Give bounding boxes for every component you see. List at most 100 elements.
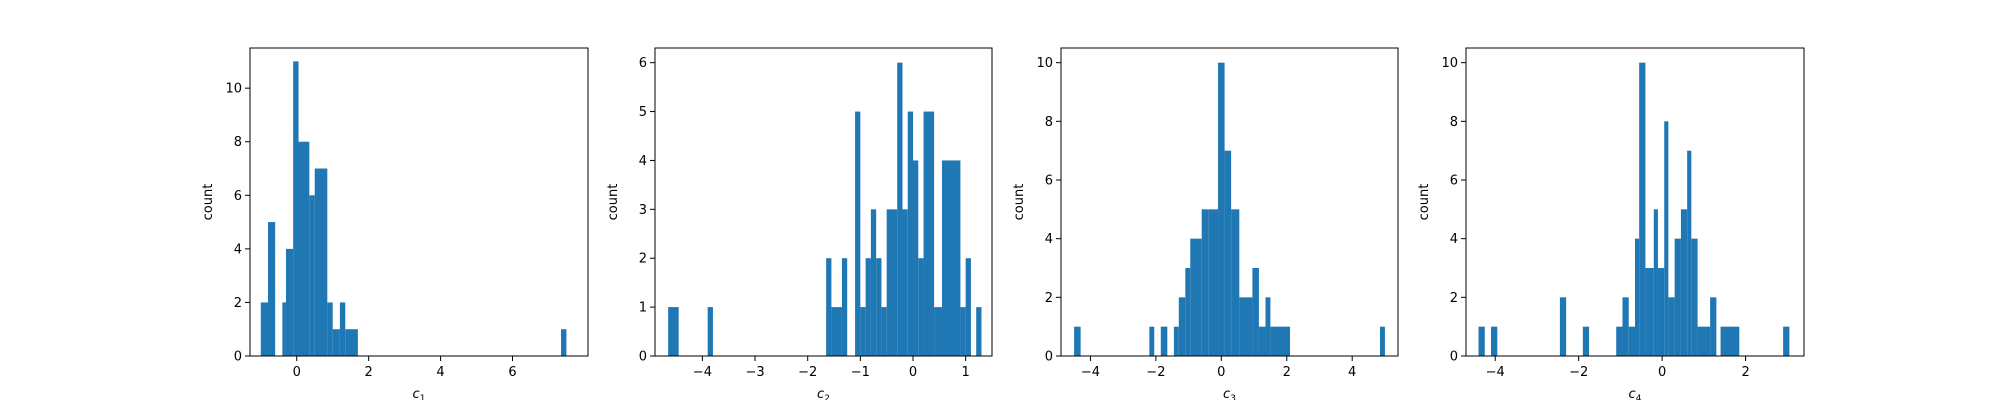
histogram-bar — [1231, 209, 1240, 356]
x-tick-label: 0 — [1217, 365, 1225, 380]
x-tick-label: −4 — [1486, 365, 1505, 380]
histogram-bar — [1074, 326, 1081, 356]
histogram-bar — [260, 302, 268, 356]
y-axis-label: count — [606, 184, 621, 221]
histogram-bar — [1252, 268, 1259, 356]
axes-frame — [249, 47, 589, 357]
y-axis-label: count — [201, 184, 216, 221]
histogram-bar — [923, 111, 935, 356]
histogram-bar — [976, 307, 982, 356]
histogram-bar — [1664, 121, 1669, 356]
histogram-bar — [1178, 297, 1186, 356]
histogram-bar — [897, 62, 903, 357]
x-axis-label-subscript: 1 — [420, 394, 426, 400]
y-tick-label: 10 — [1441, 56, 1458, 71]
histogram-bar — [267, 222, 276, 356]
histogram-bar — [282, 302, 286, 356]
histogram-bar — [1149, 326, 1155, 356]
y-tick-label: 6 — [1045, 174, 1053, 189]
y-tick-label: 2 — [1450, 291, 1458, 306]
histogram-bar — [1201, 209, 1209, 356]
histogram-bar — [1160, 326, 1168, 356]
histogram-bar — [881, 307, 887, 356]
histogram-bar — [1657, 268, 1665, 356]
x-tick-label: −2 — [798, 365, 817, 380]
histogram-bar — [1622, 297, 1629, 356]
histogram-bar — [345, 329, 358, 356]
y-tick-label: 6 — [639, 56, 647, 71]
y-tick-label: 3 — [639, 203, 647, 218]
x-tick-label: −1 — [851, 365, 870, 380]
y-axis-label: count — [1417, 184, 1432, 221]
histogram-bar — [1783, 326, 1790, 356]
y-tick-label: 4 — [234, 242, 242, 257]
histogram-bar — [1674, 238, 1681, 356]
y-tick-label: 2 — [1045, 291, 1053, 306]
x-axis-label-subscript: 4 — [1636, 394, 1642, 400]
histogram-bar — [1218, 62, 1225, 357]
axes-frame — [1060, 47, 1399, 357]
histogram-bar — [1559, 297, 1567, 356]
histogram-bar — [1635, 238, 1640, 356]
y-tick-label: 4 — [1450, 232, 1458, 247]
histogram-bar — [1491, 326, 1498, 356]
histogram-bar — [1478, 326, 1485, 356]
x-tick-label: 6 — [508, 365, 516, 380]
y-tick-label: 6 — [234, 189, 242, 204]
histogram-bar — [1687, 150, 1692, 356]
y-tick-label: 4 — [1045, 232, 1053, 247]
histogram-bar — [902, 209, 908, 356]
x-axis-label-subscript: 2 — [824, 394, 830, 400]
y-tick-label: 0 — [234, 350, 242, 365]
histogram-bar — [965, 258, 971, 356]
histogram-bar — [293, 61, 299, 356]
histogram-bar — [886, 209, 898, 356]
histogram-bar — [1582, 326, 1590, 356]
x-tick-label: 2 — [1741, 365, 1749, 380]
histogram-bar — [1653, 209, 1658, 356]
y-tick-label: 0 — [639, 350, 647, 365]
histogram-bar — [960, 307, 966, 356]
histogram-bar — [860, 307, 866, 356]
x-tick-label: −2 — [1569, 365, 1588, 380]
x-tick-label: −3 — [745, 365, 764, 380]
histogram-bar — [707, 307, 713, 356]
histogram-bar — [1616, 326, 1623, 356]
y-tick-label: 4 — [639, 154, 647, 169]
histogram-bar — [918, 258, 924, 356]
histogram-bar — [831, 307, 842, 356]
x-tick-label: 1 — [962, 365, 970, 380]
histogram-bar — [1258, 326, 1266, 356]
histogram-bar — [1639, 62, 1646, 357]
histogram-bar — [1720, 326, 1740, 356]
y-tick-label: 0 — [1045, 350, 1053, 365]
x-tick-label: 0 — [1658, 365, 1666, 380]
y-tick-label: 6 — [1450, 174, 1458, 189]
x-tick-label: 4 — [436, 365, 444, 380]
y-tick-label: 10 — [1036, 56, 1053, 71]
y-tick-label: 8 — [1045, 115, 1053, 130]
histogram-bar — [327, 302, 333, 356]
histogram-bar — [285, 248, 294, 356]
y-tick-label: 2 — [639, 252, 647, 267]
x-axis-label-subscript: 3 — [1230, 394, 1236, 400]
x-tick-label: 0 — [909, 365, 917, 380]
histogram-bar — [1697, 326, 1711, 356]
histogram-bar — [561, 329, 567, 356]
histogram-bar — [1239, 297, 1253, 356]
histogram-bar — [1680, 209, 1688, 356]
histogram-bar — [309, 195, 315, 356]
histogram-bar — [1270, 326, 1291, 356]
histogram-bar — [870, 209, 877, 356]
histogram-bar — [1265, 297, 1271, 356]
y-tick-label: 2 — [234, 296, 242, 311]
x-tick-label: 2 — [365, 365, 373, 380]
histogram-bar — [314, 168, 328, 356]
axes-frame — [1465, 47, 1805, 357]
histogram-bar — [826, 258, 832, 356]
histogram-bar — [1668, 297, 1675, 356]
histogram-bar — [941, 160, 961, 356]
